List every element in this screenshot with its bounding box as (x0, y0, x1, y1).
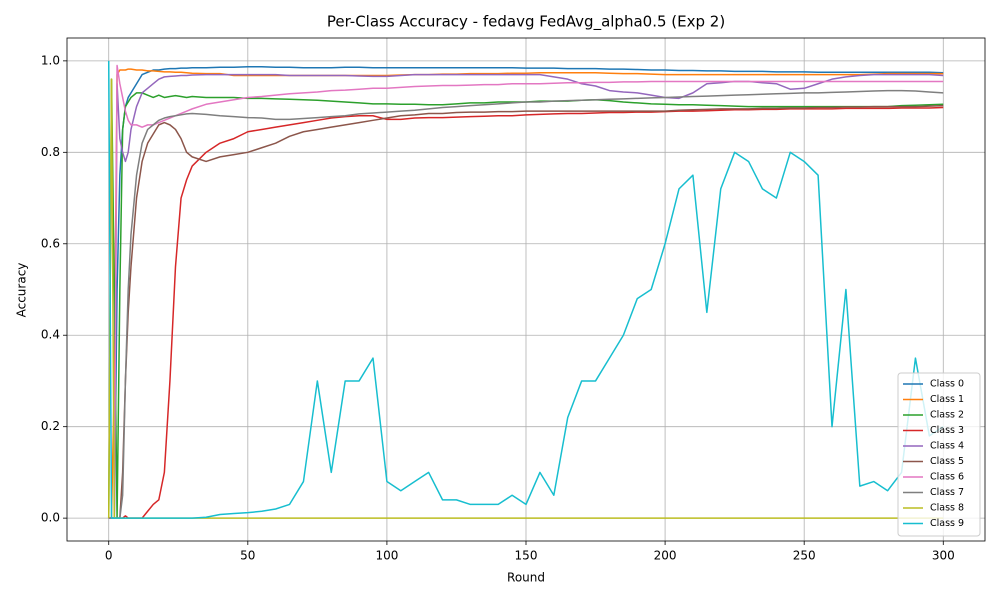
legend-label: Class 4 (930, 441, 964, 452)
legend-box (897, 372, 981, 537)
chart-title: Per-Class Accuracy - fedavg FedAvg_alpha… (327, 13, 725, 32)
y-tick-label: 0.2 (41, 419, 60, 433)
legend-label: Class 7 (930, 487, 964, 498)
y-axis-label: Accuracy (15, 263, 29, 318)
y-tick-label: 0.4 (41, 328, 60, 342)
x-tick-label: 0 (105, 549, 113, 563)
x-tick-label: 150 (515, 549, 538, 563)
series-line (108, 66, 944, 519)
x-tick-label: 250 (793, 549, 816, 563)
y-tick-label: 0.6 (41, 236, 60, 250)
series-line (108, 106, 944, 519)
series-line (108, 73, 944, 519)
legend-label: Class 8 (930, 503, 964, 514)
x-axis-label: Round (507, 571, 545, 585)
y-tick-label: 0.8 (41, 145, 60, 159)
legend-label: Class 6 (930, 472, 964, 483)
series-line (108, 104, 944, 519)
plot-frame (66, 37, 986, 542)
x-tick-label: 50 (240, 549, 255, 563)
x-tick-label: 300 (932, 549, 955, 563)
x-tick-label: 200 (654, 549, 677, 563)
y-tick-label: 0.0 (41, 511, 60, 525)
legend-label: Class 3 (930, 425, 964, 436)
series-line (107, 78, 944, 519)
legend-label: Class 9 (930, 518, 964, 529)
legend-label: Class 2 (930, 410, 964, 421)
y-tick-label: 1.0 (41, 53, 60, 67)
legend-label: Class 0 (930, 379, 964, 390)
x-tick-label: 100 (375, 549, 398, 563)
legend: Class 0 Class 1 Class 2 Class 3 Class 4 Class… (897, 372, 981, 537)
legend-label: Class 1 (930, 394, 964, 405)
legend-label: Class 5 (930, 456, 964, 467)
series-line (107, 60, 944, 519)
series-line (108, 89, 944, 519)
